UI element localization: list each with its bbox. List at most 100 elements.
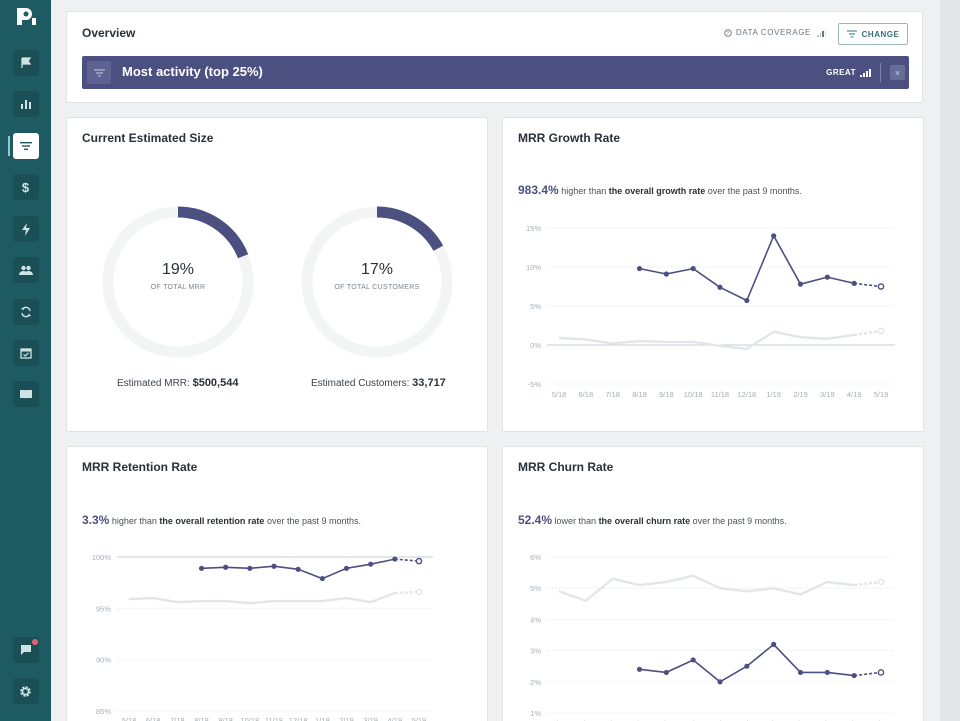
page-scrollbar-track[interactable] — [940, 0, 960, 721]
retention-line-chart: 100% 95% 90% 85% 5/18 6/18 7/18 8/18 9/18 10/18 11… — [92, 553, 433, 721]
flag-icon — [12, 50, 39, 76]
segment-data-point[interactable] — [797, 669, 804, 676]
app-logo[interactable] — [14, 5, 38, 27]
overall-series-line — [558, 330, 855, 351]
customers-donut-arc — [376, 206, 444, 252]
change-segment-button[interactable]: CHANGE — [838, 23, 908, 45]
x-tick-label: 6/18 — [579, 719, 594, 721]
data-coverage-indicator[interactable]: ? DATA COVERAGE — [724, 28, 826, 37]
segment-data-point[interactable] — [368, 561, 374, 567]
gear-icon — [12, 678, 39, 704]
x-tick-label: 2/19 — [339, 716, 354, 721]
y-tick-label: 10% — [526, 263, 541, 272]
x-tick-label: 3/19 — [820, 719, 835, 721]
segment-data-point[interactable] — [717, 679, 723, 685]
segment-data-point[interactable] — [824, 669, 830, 676]
segment-data-point[interactable] — [343, 565, 350, 571]
segment-data-point[interactable] — [744, 297, 750, 304]
segment-data-point[interactable] — [690, 265, 696, 272]
retention-summary-pct: 3.3% — [82, 513, 110, 527]
nav-item-docs[interactable] — [0, 376, 51, 412]
settings-button[interactable] — [0, 673, 51, 709]
segment-data-point[interactable] — [247, 565, 253, 571]
segment-projected-point[interactable] — [877, 669, 885, 676]
feedback-button[interactable] — [0, 632, 51, 668]
segment-data-point[interactable] — [223, 564, 229, 570]
x-tick-label: 5/19 — [874, 719, 889, 721]
card-title: MRR Churn Rate — [518, 460, 614, 474]
estimated-mrr-label: Estimated MRR: — [117, 378, 190, 389]
segment-data-point[interactable] — [771, 233, 777, 239]
y-tick-label: 100% — [92, 553, 112, 562]
segment-data-point[interactable] — [636, 666, 643, 672]
segment-data-point[interactable] — [851, 672, 857, 679]
x-tick-label: 1/19 — [766, 719, 781, 721]
x-tick-label: 4/19 — [847, 390, 862, 399]
retention-summary-pre: higher than — [109, 516, 160, 526]
overall-series-projection — [394, 590, 420, 595]
nav-item-flag[interactable] — [0, 45, 51, 81]
nav-item-activity[interactable] — [0, 211, 51, 247]
x-tick-label: 7/18 — [605, 390, 620, 399]
people-icon — [12, 257, 39, 283]
nav-item-segments[interactable] — [0, 128, 51, 164]
mrr-percent-caption: OF TOTAL MRR — [150, 284, 206, 291]
overall-projected-point[interactable] — [415, 588, 423, 596]
segment-data-point[interactable] — [319, 575, 325, 582]
y-tick-label: 1% — [530, 709, 541, 718]
growth-summary: 983.4% higher than the overall growth ra… — [518, 183, 802, 197]
segment-data-point[interactable] — [636, 265, 643, 272]
x-tick-label: 9/18 — [659, 390, 674, 399]
nav-item-customers[interactable] — [0, 252, 51, 288]
segment-data-point[interactable] — [797, 281, 804, 287]
overall-projected-point[interactable] — [877, 327, 885, 335]
estimated-mrr-value: $500,544 — [192, 377, 239, 389]
segment-data-point[interactable] — [392, 556, 398, 562]
overall-projected-point[interactable] — [877, 578, 885, 586]
data-quality-badge: GREAT — [826, 68, 871, 77]
segment-projected-point[interactable] — [877, 283, 885, 290]
churn-summary-pct: 52.4% — [518, 513, 553, 527]
filter-icon[interactable] — [87, 61, 111, 84]
close-icon: × — [894, 67, 901, 78]
segment-data-point[interactable] — [690, 657, 696, 663]
x-tick-label: 8/18 — [632, 719, 647, 721]
x-tick-label: 4/19 — [388, 716, 403, 721]
refresh-icon — [12, 299, 39, 325]
signal-strength-icon — [860, 68, 871, 77]
segment-data-point[interactable] — [198, 565, 205, 571]
segment-data-point[interactable] — [295, 566, 301, 572]
book-icon — [12, 381, 39, 407]
customers-donut — [301, 206, 453, 358]
feedback-icon — [12, 637, 39, 663]
growth-line-chart: 15% 10% 5% 0% -5% 5/18 6/18 7/18 8/18 9/18 10/18 11… — [526, 224, 895, 399]
growth-summary-pre: higher than — [558, 186, 609, 196]
segment-data-point[interactable] — [717, 284, 723, 290]
svg-text:?: ? — [726, 31, 729, 37]
overall-series-projection — [854, 580, 882, 587]
remove-segment-button[interactable]: × — [890, 65, 905, 80]
segment-data-point[interactable] — [771, 641, 777, 647]
nav-item-revenue[interactable]: $ — [0, 169, 51, 205]
divider — [880, 63, 881, 82]
y-tick-label: 85% — [96, 707, 111, 716]
segment-data-point[interactable] — [824, 274, 830, 280]
segment-projected-point[interactable] — [415, 557, 423, 565]
y-tick-label: 5% — [530, 584, 541, 593]
x-tick-label: 8/18 — [632, 390, 647, 399]
dollar-icon: $ — [12, 174, 39, 200]
x-tick-label: 1/19 — [315, 716, 330, 721]
segment-data-point[interactable] — [744, 663, 750, 669]
segment-data-point[interactable] — [663, 669, 669, 676]
y-tick-label: 2% — [530, 678, 541, 687]
x-tick-label: 10/18 — [684, 719, 703, 721]
segment-data-point[interactable] — [663, 271, 669, 277]
nav-item-calendar[interactable] — [0, 335, 51, 371]
segment-series-projection — [854, 671, 882, 677]
churn-summary-post: over the past 9 months. — [690, 516, 787, 526]
segment-data-point[interactable] — [851, 280, 857, 286]
mrr-donut-arc — [177, 206, 249, 259]
segment-data-point[interactable] — [271, 563, 277, 569]
nav-item-retention[interactable] — [0, 294, 51, 330]
nav-item-reports[interactable] — [0, 86, 51, 122]
